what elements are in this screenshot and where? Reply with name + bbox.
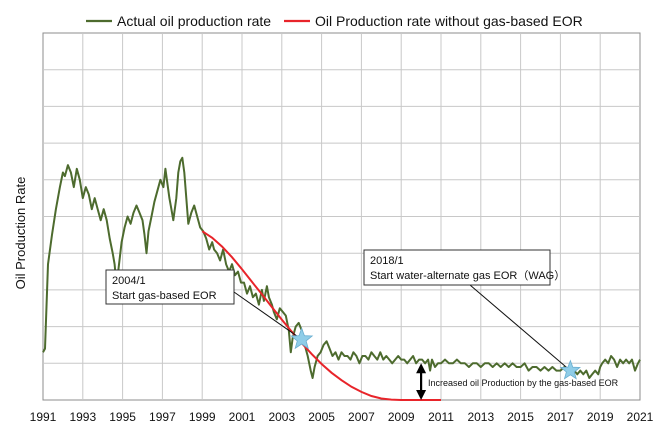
legend: Actual oil production rate Oil Productio… (86, 13, 583, 29)
series-line-without-gas-eor (201, 230, 441, 401)
x-tick-label: 1993 (69, 410, 96, 424)
x-tick-label: 2021 (627, 410, 654, 424)
x-axis-tick-labels: 1991 1993 1995 1997 1999 2001 2003 2005 2007 2009… (30, 410, 654, 424)
legend-label-actual: Actual oil production rate (117, 13, 271, 29)
x-tick-label: 2011 (428, 410, 454, 424)
annotation-leader-2018 (469, 284, 571, 372)
x-tick-label: 1991 (30, 410, 57, 424)
annotation-text-2004: Start gas-based EOR (112, 290, 217, 302)
increase-arrow-head-bottom (416, 390, 427, 400)
star-marker-2018 (559, 359, 581, 380)
annotation-box-2018 (363, 249, 551, 286)
x-tick-label: 2009 (388, 410, 415, 424)
star-marker-2004 (290, 327, 314, 350)
x-tick-label: 2005 (308, 410, 335, 424)
x-tick-label: 2019 (587, 410, 614, 424)
annotation-increase: Increased oil Production by the gas-base… (416, 363, 619, 400)
x-tick-label: 2013 (467, 410, 494, 424)
annotation-date-2018: 2018/1 (370, 255, 404, 267)
increase-label: Increased oil Production by the gas-base… (428, 378, 619, 388)
legend-label-without-eor: Oil Production rate without gas-based EO… (315, 13, 583, 29)
annotation-box-2004 (105, 269, 235, 305)
increase-arrow-head-top (416, 363, 427, 374)
x-tick-label: 2001 (229, 410, 256, 424)
annotation-text-2018: Start water-alternate gas EOR（WAG） (370, 269, 565, 282)
annotation-date-2004: 2004/1 (112, 275, 146, 287)
series-line-actual-oil-production (42, 156, 641, 379)
x-tick-label: 2015 (507, 410, 534, 424)
x-tick-label: 2017 (547, 410, 574, 424)
y-axis-label: Oil Production Rate (13, 177, 28, 290)
x-tick-label: 1997 (149, 410, 176, 424)
x-tick-label: 1999 (189, 410, 216, 424)
x-tick-label: 1995 (109, 410, 136, 424)
x-tick-label: 2003 (268, 410, 295, 424)
annotation-leader-2004 (233, 291, 302, 340)
annotation-wag-start: 2018/1 Start water-alternate gas EOR（WAG… (363, 249, 571, 372)
gridlines (43, 33, 640, 400)
annotation-eor-start: 2004/1 Start gas-based EOR (105, 269, 302, 340)
x-tick-label: 2007 (348, 410, 375, 424)
